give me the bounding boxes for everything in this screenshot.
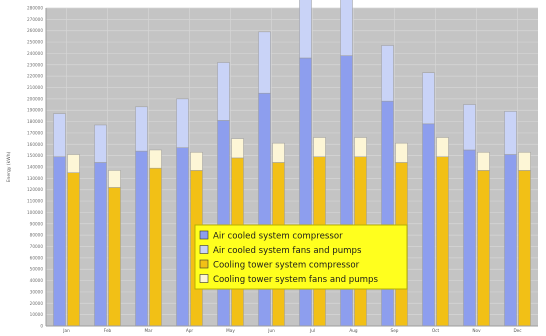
y-tick-label: 80000 <box>30 233 44 238</box>
legend-swatch <box>199 274 209 283</box>
bar-segment <box>108 187 121 327</box>
x-tick-label: Nov <box>472 328 481 333</box>
bar-segment <box>176 98 189 148</box>
y-tick-label: 230000 <box>27 62 43 67</box>
y-tick-label: 160000 <box>27 142 43 147</box>
y-tick-label: 260000 <box>27 28 43 33</box>
bar-segment <box>518 151 531 171</box>
bar-segment <box>436 156 449 327</box>
bar-segment <box>149 167 162 327</box>
bar-segment <box>299 0 312 59</box>
x-tick-label: Jul <box>309 328 315 333</box>
y-tick-label: 100000 <box>27 210 43 215</box>
bar-segment <box>381 100 394 327</box>
bar-segment <box>53 113 66 158</box>
legend-label: Air cooled system fans and pumps <box>213 246 362 256</box>
legend-label: Air cooled system compressor <box>213 232 343 242</box>
bar-segment <box>135 150 148 327</box>
legend-label: Cooling tower system compressor <box>213 261 360 271</box>
bar-segment <box>477 151 490 171</box>
x-tick-label: May <box>226 328 235 333</box>
y-tick-label: 190000 <box>27 108 43 113</box>
y-tick-label: 120000 <box>27 187 43 192</box>
y-tick-label: 140000 <box>27 165 43 170</box>
bar-segment <box>67 172 80 327</box>
x-tick-label: Apr <box>186 328 194 333</box>
bar-segment <box>217 120 230 327</box>
bar-segment <box>258 31 271 94</box>
y-tick-label: 200000 <box>27 96 43 101</box>
y-tick-label: 70000 <box>30 244 44 249</box>
bar-segment <box>94 124 107 163</box>
y-tick-label: 150000 <box>27 153 43 158</box>
y-tick-label: 270000 <box>27 17 43 22</box>
bar-segment <box>463 104 476 151</box>
legend-swatch <box>199 259 209 269</box>
y-tick-label: 180000 <box>27 119 43 124</box>
bar-segment <box>94 162 107 327</box>
bar-segment <box>176 147 189 327</box>
y-tick-label: 240000 <box>27 51 43 56</box>
bar-segment <box>258 92 271 327</box>
bar-segment <box>422 123 435 327</box>
y-tick-label: 130000 <box>27 176 43 181</box>
bar-segment <box>477 170 490 327</box>
y-tick-label: 10000 <box>30 312 44 317</box>
bar-segment <box>149 149 162 169</box>
bar-segment <box>340 0 353 56</box>
y-tick-label: 30000 <box>30 289 44 294</box>
bar-segment <box>190 151 203 171</box>
y-tick-label: 20000 <box>30 301 44 306</box>
x-tick-label: Sep <box>391 328 399 333</box>
x-tick-label: Aug <box>349 328 358 333</box>
bar-segment <box>53 156 66 327</box>
x-tick-label: Dec <box>513 328 522 333</box>
x-tick-label: Jun <box>267 328 275 333</box>
y-tick-label: 0 <box>40 324 43 329</box>
bar-segment <box>395 142 408 163</box>
legend-swatch <box>199 230 209 240</box>
y-axis-label: Energy (kWh) <box>6 151 12 182</box>
legend-swatch <box>199 245 209 254</box>
bar-segment <box>381 45 394 102</box>
bar-segment <box>135 106 148 152</box>
y-tick-label: 170000 <box>27 130 43 135</box>
bar-segment <box>67 154 80 173</box>
y-tick-label: 90000 <box>30 221 44 226</box>
bar-segment <box>436 137 449 158</box>
bar-segment <box>422 72 435 125</box>
y-tick-label: 210000 <box>27 85 43 90</box>
bar-segment <box>463 149 476 327</box>
y-tick-label: 250000 <box>27 40 43 45</box>
y-tick-label: 40000 <box>30 278 44 283</box>
x-tick-label: Jan <box>62 328 70 333</box>
y-tick-label: 280000 <box>27 6 43 11</box>
y-tick-label: 220000 <box>27 74 43 79</box>
bar-segment <box>354 137 367 158</box>
bar-segment <box>272 142 285 163</box>
bar-segment <box>504 111 517 155</box>
bar-segment <box>313 137 326 158</box>
bar-segment <box>231 138 244 159</box>
y-tick-label: 110000 <box>27 199 43 204</box>
bar-segment <box>108 170 121 188</box>
x-tick-label: Oct <box>432 328 440 333</box>
legend-label: Cooling tower system fans and pumps <box>213 275 379 285</box>
x-tick-label: Mar <box>145 328 153 333</box>
x-tick-label: Feb <box>104 328 112 333</box>
y-tick-label: 60000 <box>30 255 44 260</box>
bar-segment <box>518 170 531 327</box>
y-tick-label: 50000 <box>30 267 44 272</box>
bar-segment <box>504 154 517 327</box>
bar-segment <box>217 62 230 121</box>
legend-box <box>194 224 408 290</box>
